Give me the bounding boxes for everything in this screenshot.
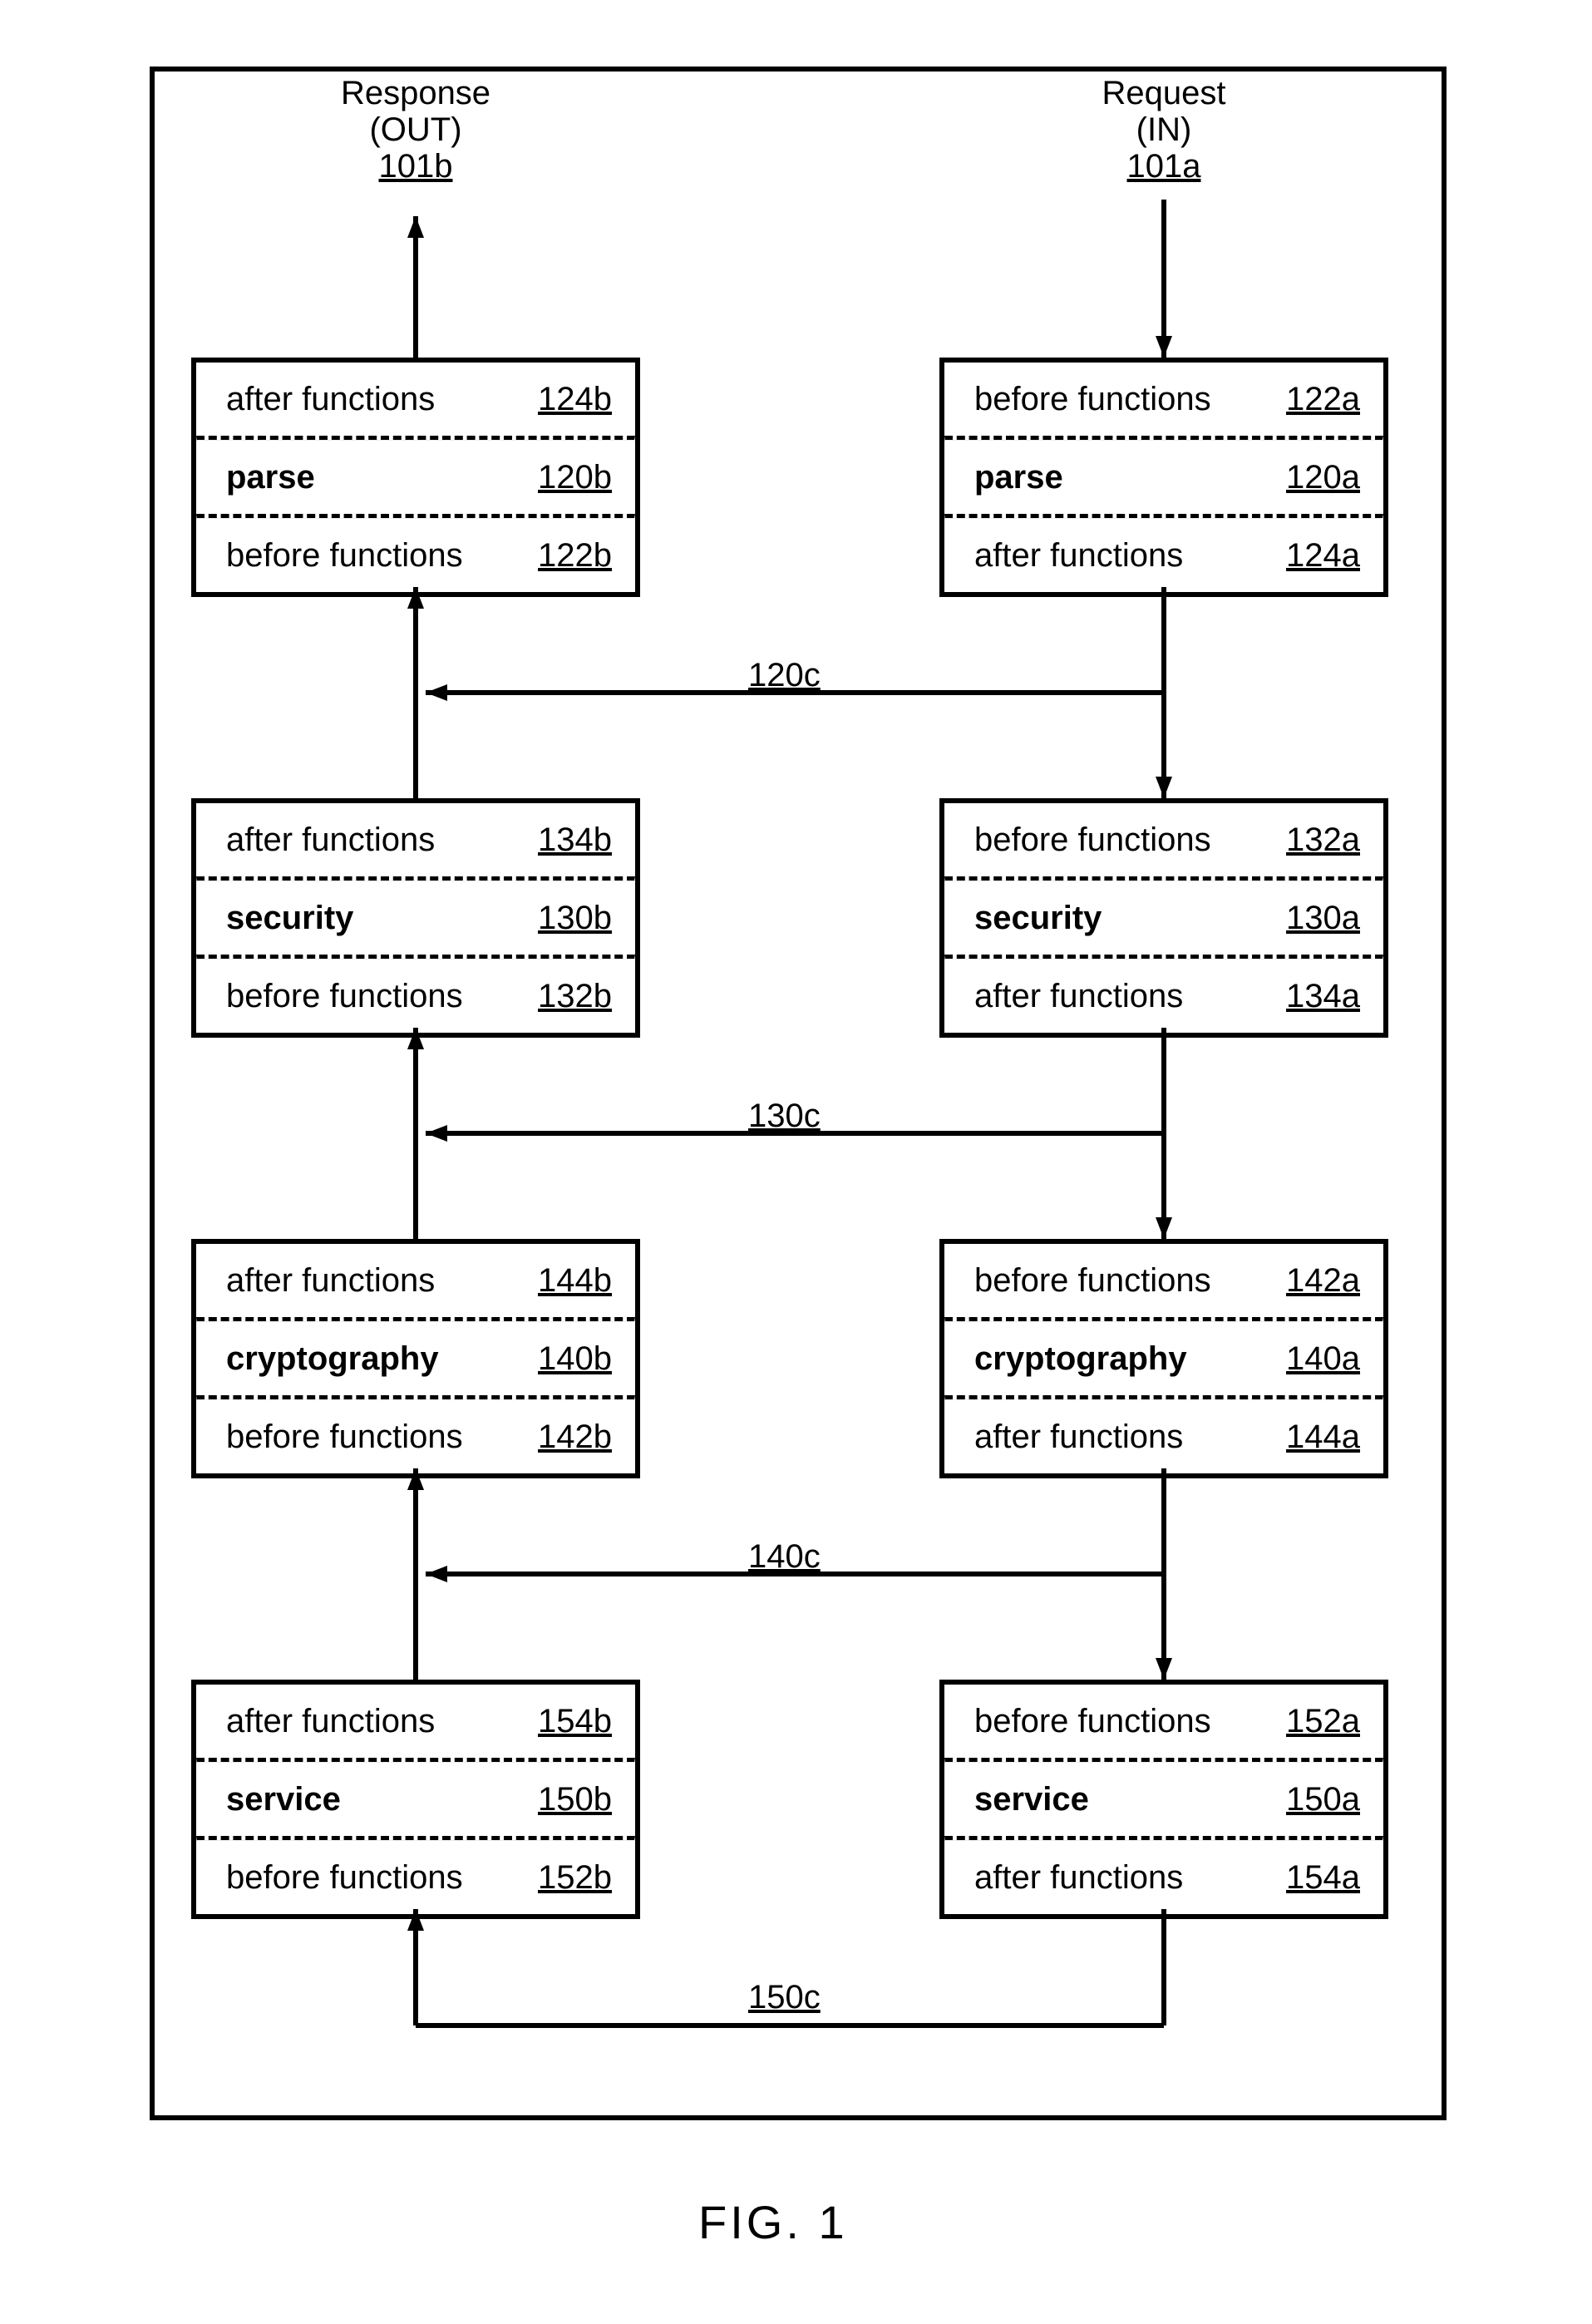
stage-row-ref: 140a: [1286, 1340, 1360, 1378]
stage-row: before functions 142b: [196, 1400, 635, 1473]
stage-row: service 150b: [196, 1763, 635, 1836]
stage-row-ref: 132b: [538, 978, 612, 1015]
stage-row-label: before functions: [974, 1703, 1269, 1740]
stage-row: after functions 134a: [944, 960, 1383, 1033]
header-request: Request (IN) 101a: [1056, 75, 1272, 185]
stage-row-ref: 122b: [538, 537, 612, 575]
connector-label: 130c: [748, 1098, 821, 1135]
stage-row-ref: 154b: [538, 1703, 612, 1740]
header-request-line1: Request: [1056, 75, 1272, 111]
stage-row: after functions 144b: [196, 1244, 635, 1317]
stage-row-label: security: [974, 900, 1269, 937]
stage-row-label: parse: [226, 459, 521, 496]
header-request-line2: (IN): [1056, 111, 1272, 148]
stage-row: before functions 142a: [944, 1244, 1383, 1317]
stage-row-label: before functions: [226, 978, 521, 1015]
connector-label: 120c: [748, 657, 821, 694]
stage-row: service 150a: [944, 1763, 1383, 1836]
stage-row-label: before functions: [226, 537, 521, 575]
stage-row: before functions 152b: [196, 1841, 635, 1914]
stage-row-ref: 142b: [538, 1419, 612, 1456]
stage-row-label: service: [226, 1781, 521, 1818]
stage-row-ref: 152b: [538, 1859, 612, 1897]
stage-row-label: after functions: [226, 1262, 521, 1300]
connector-label: 140c: [748, 1538, 821, 1576]
stage-row-ref: 144b: [538, 1262, 612, 1300]
stage-row: before functions 132a: [944, 803, 1383, 876]
stage-row-label: cryptography: [974, 1340, 1269, 1378]
stage-row-ref: 120a: [1286, 459, 1360, 496]
stage-row-ref: 130b: [538, 900, 612, 937]
stage-row-label: after functions: [974, 1859, 1269, 1897]
stage-row: cryptography 140a: [944, 1322, 1383, 1395]
stage-service-a: before functions 152a service 150a after fun…: [939, 1680, 1388, 1919]
stage-row: before functions 122a: [944, 363, 1383, 436]
stage-row-ref: 140b: [538, 1340, 612, 1378]
stage-row-ref: 120b: [538, 459, 612, 496]
header-response-ref: 101b: [308, 148, 524, 185]
stage-row: after functions 124b: [196, 363, 635, 436]
stage-row-ref: 124a: [1286, 537, 1360, 575]
stage-row-ref: 152a: [1286, 1703, 1360, 1740]
figure-label: FIG. 1: [698, 2195, 848, 2249]
stage-row-ref: 144a: [1286, 1419, 1360, 1456]
stage-row: after functions 144a: [944, 1400, 1383, 1473]
stage-crypto-a: before functions 142a cryptography 140a afte…: [939, 1239, 1388, 1478]
stage-row-ref: 122a: [1286, 381, 1360, 418]
stage-security-a: before functions 132a security 130a after fu…: [939, 798, 1388, 1038]
stage-service-b: after functions 154b service 150b before fun…: [191, 1680, 640, 1919]
stage-row-label: before functions: [974, 822, 1269, 859]
stage-row: security 130a: [944, 881, 1383, 955]
stage-row-label: before functions: [974, 1262, 1269, 1300]
stage-parse-a: before functions 122a parse 120a after funct…: [939, 358, 1388, 597]
stage-row-label: before functions: [226, 1419, 521, 1456]
stage-row-ref: 124b: [538, 381, 612, 418]
stage-row-label: after functions: [974, 1419, 1269, 1456]
stage-row-ref: 134b: [538, 822, 612, 859]
stage-row-ref: 134a: [1286, 978, 1360, 1015]
stage-row: after functions 124a: [944, 519, 1383, 592]
header-response-line1: Response: [308, 75, 524, 111]
stage-crypto-b: after functions 144b cryptography 140b befor…: [191, 1239, 640, 1478]
stage-row-label: parse: [974, 459, 1269, 496]
stage-row-label: security: [226, 900, 521, 937]
stage-row-label: cryptography: [226, 1340, 521, 1378]
header-response: Response (OUT) 101b: [308, 75, 524, 185]
header-response-line2: (OUT): [308, 111, 524, 148]
stage-row-label: after functions: [974, 978, 1269, 1015]
stage-row-label: after functions: [226, 381, 521, 418]
stage-row: after functions 154b: [196, 1685, 635, 1758]
stage-parse-b: after functions 124b parse 120b before funct…: [191, 358, 640, 597]
stage-row-label: service: [974, 1781, 1269, 1818]
stage-row-ref: 132a: [1286, 822, 1360, 859]
header-request-ref: 101a: [1056, 148, 1272, 185]
stage-row: parse 120a: [944, 441, 1383, 514]
stage-row-ref: 150b: [538, 1781, 612, 1818]
stage-row: security 130b: [196, 881, 635, 955]
stage-row: before functions 122b: [196, 519, 635, 592]
stage-row: after functions 154a: [944, 1841, 1383, 1914]
stage-row: parse 120b: [196, 441, 635, 514]
stage-row-label: after functions: [226, 822, 521, 859]
stage-row-label: after functions: [974, 537, 1269, 575]
stage-row-label: after functions: [226, 1703, 521, 1740]
stage-security-b: after functions 134b security 130b before fu…: [191, 798, 640, 1038]
stage-row: cryptography 140b: [196, 1322, 635, 1395]
stage-row-ref: 154a: [1286, 1859, 1360, 1897]
stage-row-ref: 142a: [1286, 1262, 1360, 1300]
stage-row-ref: 150a: [1286, 1781, 1360, 1818]
stage-row-ref: 130a: [1286, 900, 1360, 937]
stage-row: after functions 134b: [196, 803, 635, 876]
stage-row: before functions 152a: [944, 1685, 1383, 1758]
connector-label: 150c: [748, 1979, 821, 2016]
stage-row: before functions 132b: [196, 960, 635, 1033]
stage-row-label: before functions: [974, 381, 1269, 418]
stage-row-label: before functions: [226, 1859, 521, 1897]
